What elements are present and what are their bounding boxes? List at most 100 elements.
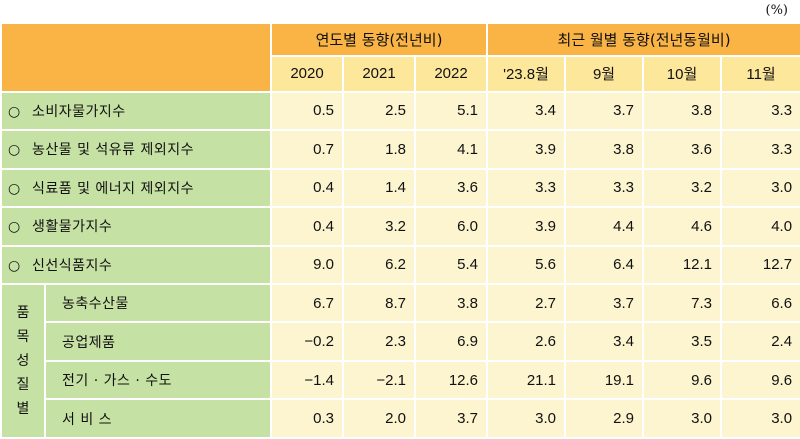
cell-value: 4.0 — [720, 206, 800, 247]
cell-value: 0.4 — [270, 167, 344, 209]
cell-value: 5.1 — [413, 90, 489, 132]
group-label-char: 성 — [16, 352, 30, 369]
row-label: 전기 · 가스 · 수도 — [44, 359, 272, 401]
table-row: ○ 농산물 및 석유류 제외지수 0.7 1.8 4.1 3.9 3.8 3.6 … — [0, 129, 800, 170]
cell-value: 3.8 — [564, 129, 645, 170]
cell-value: 0.7 — [270, 129, 344, 170]
table-row: 공업제품 −0.2 2.3 6.9 2.6 3.4 3.5 2.4 — [1, 321, 800, 362]
cell-value: 3.6 — [642, 129, 723, 170]
row-label-text: 생활물가지수 — [32, 219, 113, 236]
table-row: 전기 · 가스 · 수도 −1.4 −2.1 12.6 21.1 19.1 9.… — [1, 359, 800, 401]
cell-value: 2.4 — [720, 321, 800, 362]
table-row: ○ 식료품 및 에너지 제외지수 0.4 1.4 3.6 3.3 3.3 3.2 … — [0, 167, 800, 209]
cell-value: 0.4 — [270, 206, 344, 247]
cell-value: 3.3 — [564, 167, 645, 209]
cell-value: 3.6 — [413, 167, 489, 209]
header-col-2021: 2021 — [342, 55, 416, 93]
cell-value: 12.7 — [720, 244, 800, 285]
cell-value: 6.9 — [413, 321, 489, 362]
cell-value: 2.0 — [342, 398, 416, 439]
cell-value: 3.0 — [720, 398, 800, 439]
cell-value: 3.0 — [642, 398, 723, 439]
cell-value: 3.8 — [642, 90, 723, 132]
cell-value: 3.9 — [486, 206, 567, 247]
cell-value: 2.5 — [342, 90, 416, 132]
row-label: ○ 소비자물가지수 — [0, 90, 272, 132]
bullet-icon: ○ — [8, 180, 21, 197]
cell-value: 2.6 — [486, 321, 567, 362]
cell-value: 12.6 — [413, 359, 489, 401]
unit-label: (%) — [765, 3, 789, 18]
cell-value: 1.4 — [342, 167, 416, 209]
row-label: ○ 농산물 및 석유류 제외지수 — [0, 129, 272, 170]
cell-value: 3.8 — [413, 282, 489, 324]
cell-value: 9.6 — [642, 359, 723, 401]
table-row: ○ 소비자물가지수 0.5 2.5 5.1 3.4 3.7 3.8 3.3 — [0, 90, 800, 132]
cell-value: 6.2 — [342, 244, 416, 285]
header-row-groups: 연도별 동향(전년비) 최근 월별 동향(전년동월비) — [0, 21, 800, 93]
bullet-icon: ○ — [8, 257, 21, 274]
header-col-oct: 10월 — [642, 55, 723, 93]
cell-value: 3.9 — [486, 129, 567, 170]
bullet-icon: ○ — [8, 142, 21, 159]
row-label-text: 신선식품지수 — [32, 257, 113, 274]
row-label: ○ 생활물가지수 — [0, 206, 272, 247]
cell-value: 9.0 — [270, 244, 344, 285]
group-label-char: 질 — [16, 376, 30, 393]
group-label-vertical: 품 목 성 질 별 — [0, 282, 46, 439]
cell-value: 3.0 — [486, 398, 567, 439]
header-col-2022: 2022 — [413, 55, 489, 93]
table-row: 품 목 성 질 별 농축수산물 6.7 8.7 3.8 2.7 3.7 7.3 … — [0, 282, 800, 439]
row-label-text: 식료품 및 에너지 제외지수 — [32, 180, 195, 197]
row-label: 농축수산물 — [44, 282, 272, 324]
cell-value: 5.4 — [413, 244, 489, 285]
cell-value: 2.3 — [342, 321, 416, 362]
cell-value: 3.2 — [342, 206, 416, 247]
cell-value: 2.7 — [486, 282, 567, 324]
cell-value: 9.6 — [720, 359, 800, 401]
cell-value: −1.4 — [270, 359, 344, 401]
header-corner — [0, 22, 272, 93]
cell-value: 3.3 — [486, 167, 567, 209]
cpi-table: 연도별 동향(전년비) 최근 월별 동향(전년동월비) 2020 2021 20… — [0, 21, 800, 439]
cell-value: 3.2 — [642, 167, 723, 209]
cell-value: 21.1 — [486, 359, 567, 401]
header-row-columns: 2020 2021 2022 '23.8월 9월 10월 11월 — [1, 55, 800, 93]
cell-value: 0.5 — [270, 90, 344, 132]
table-row: ○ 생활물가지수 0.4 3.2 6.0 3.9 4.4 4.6 4.0 — [0, 206, 800, 247]
cell-value: 3.7 — [413, 398, 489, 439]
cell-value: 3.0 — [720, 167, 800, 209]
cell-value: 3.7 — [564, 282, 645, 324]
cell-value: 4.1 — [413, 129, 489, 170]
cell-value: −2.1 — [342, 359, 416, 401]
group-label-char: 품 — [16, 304, 30, 321]
cell-value: 6.0 — [413, 206, 489, 247]
cell-value: 3.7 — [564, 90, 645, 132]
group-label-char: 별 — [16, 400, 30, 417]
header-col-2020: 2020 — [270, 55, 344, 93]
cell-value: 0.3 — [270, 398, 344, 439]
cell-value: 3.3 — [720, 129, 800, 170]
header-col-sep: 9월 — [564, 55, 645, 93]
cell-value: 3.5 — [642, 321, 723, 362]
cell-value: 19.1 — [564, 359, 645, 401]
cell-value: 3.3 — [720, 90, 800, 132]
table-row: ○ 신선식품지수 9.0 6.2 5.4 5.6 6.4 12.1 12.7 — [0, 244, 800, 285]
cell-value: 7.3 — [642, 282, 723, 324]
cell-value: 4.6 — [642, 206, 723, 247]
row-label: 공업제품 — [44, 321, 272, 362]
row-label: 서 비 스 — [44, 398, 272, 439]
row-label: ○ 신선식품지수 — [0, 244, 272, 285]
cell-value: 3.4 — [564, 321, 645, 362]
group-label-char: 목 — [16, 328, 30, 345]
cell-value: 8.7 — [342, 282, 416, 324]
header-col-nov: 11월 — [720, 55, 800, 93]
table-row: 서 비 스 0.3 2.0 3.7 3.0 2.9 3.0 3.0 — [1, 398, 800, 439]
cell-value: 6.6 — [720, 282, 800, 324]
header-col-aug: '23.8월 — [486, 55, 567, 93]
row-label-text: 소비자물가지수 — [32, 103, 126, 120]
row-label: ○ 식료품 및 에너지 제외지수 — [0, 167, 272, 209]
cell-value: 4.4 — [564, 206, 645, 247]
cell-value: 12.1 — [642, 244, 723, 285]
row-label-text: 농산물 및 석유류 제외지수 — [32, 142, 195, 159]
